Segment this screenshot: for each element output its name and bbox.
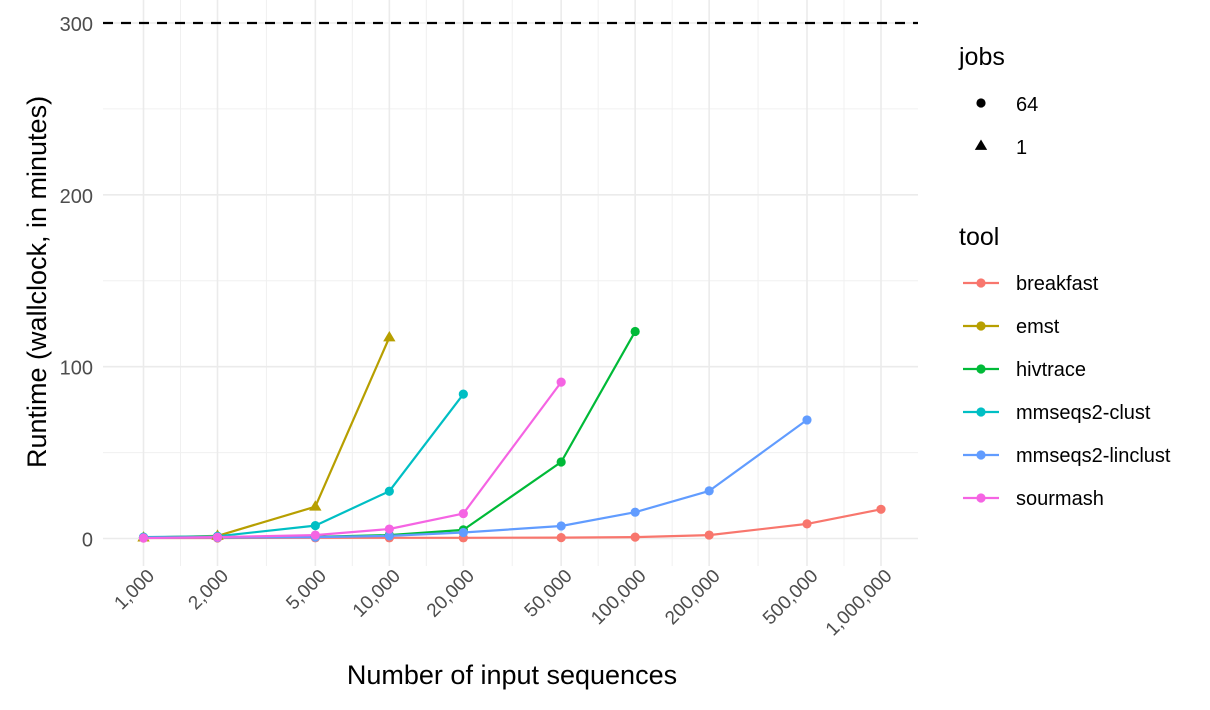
y-axis-label: Runtime (wallclock, in minutes)	[22, 96, 52, 468]
legend-triangle-icon	[974, 139, 988, 150]
legend-tool: breakfast emst hivtrace mmseqs2-clust mmseqs…	[963, 273, 1171, 510]
x-tick-label: 10,000	[349, 566, 405, 622]
point-hivtrace	[556, 457, 566, 467]
x-axis-label: Number of input sequences	[347, 660, 677, 690]
point-mmseqs2-clust	[310, 521, 320, 531]
series-points	[137, 326, 886, 543]
legend-jobs-label: 64	[1016, 94, 1038, 116]
legend-tool-label: hivtrace	[1016, 359, 1086, 381]
x-tick-label: 1,000,000	[822, 566, 897, 641]
point-mmseqs2-linclust	[630, 507, 640, 517]
point-mmseqs2-linclust	[556, 521, 566, 531]
major-gridlines	[103, 0, 918, 566]
y-axis-ticks: 0 100 200 300	[60, 14, 93, 552]
legend-jobs-label: 1	[1016, 137, 1027, 159]
point-breakfast	[630, 532, 640, 542]
legend-point-swatch	[976, 321, 986, 331]
x-tick-label: 20,000	[423, 566, 479, 622]
legend-tool-label: emst	[1016, 316, 1060, 338]
point-breakfast	[802, 519, 812, 529]
point-sourmash	[310, 530, 320, 540]
x-tick-label: 1,000	[111, 566, 159, 614]
legend-tool-label: sourmash	[1016, 488, 1104, 510]
point-mmseqs2-clust	[384, 486, 394, 496]
point-sourmash	[212, 532, 223, 542]
point-breakfast	[876, 504, 886, 514]
point-emst	[383, 330, 396, 342]
legend-point-swatch	[976, 493, 986, 503]
legend-tool-label: breakfast	[1016, 273, 1099, 295]
legend-jobs-title: jobs	[958, 43, 1005, 71]
point-breakfast	[556, 533, 566, 543]
point-hivtrace	[630, 326, 640, 337]
point-breakfast	[704, 530, 714, 540]
point-mmseqs2-clust	[458, 389, 468, 399]
x-tick-label: 500,000	[759, 566, 822, 629]
x-tick-label: 50,000	[521, 566, 577, 622]
y-tick-label: 300	[60, 14, 93, 36]
point-sourmash	[458, 508, 468, 519]
y-tick-label: 0	[82, 530, 93, 552]
minor-gridlines	[103, 0, 918, 566]
legend-tool-label: mmseqs2-clust	[1016, 402, 1151, 424]
series-line-mmseqs2-linclust	[143, 419, 808, 539]
x-axis-ticks: 1,000 2,000 5,000 10,000 20,000 50,000 100,000…	[111, 566, 897, 641]
series-line-mmseqs2-clust	[143, 393, 465, 539]
legend-point-swatch	[976, 278, 986, 288]
y-tick-label: 200	[60, 186, 93, 208]
legend-tool-label: mmseqs2-linclust	[1016, 445, 1171, 467]
x-tick-label: 100,000	[587, 566, 650, 629]
point-sourmash	[138, 533, 149, 543]
point-emst	[309, 500, 322, 511]
point-mmseqs2-linclust	[384, 531, 394, 541]
legend-tool-title: tool	[959, 223, 999, 251]
x-tick-label: 2,000	[185, 566, 233, 614]
x-tick-label: 200,000	[661, 566, 724, 629]
point-sourmash	[556, 377, 566, 387]
x-tick-label: 5,000	[282, 566, 330, 614]
legend-circle-icon	[976, 98, 986, 108]
point-mmseqs2-linclust	[704, 486, 714, 496]
point-sourmash	[384, 524, 394, 534]
series-line-sourmash	[143, 381, 563, 540]
legend-jobs: 64 1	[974, 94, 1038, 159]
legend-point-swatch	[976, 450, 986, 460]
legend-point-swatch	[976, 364, 986, 374]
y-tick-label: 100	[60, 358, 93, 380]
legend-point-swatch	[976, 407, 986, 417]
point-mmseqs2-linclust	[802, 415, 812, 425]
point-mmseqs2-linclust	[458, 527, 468, 538]
